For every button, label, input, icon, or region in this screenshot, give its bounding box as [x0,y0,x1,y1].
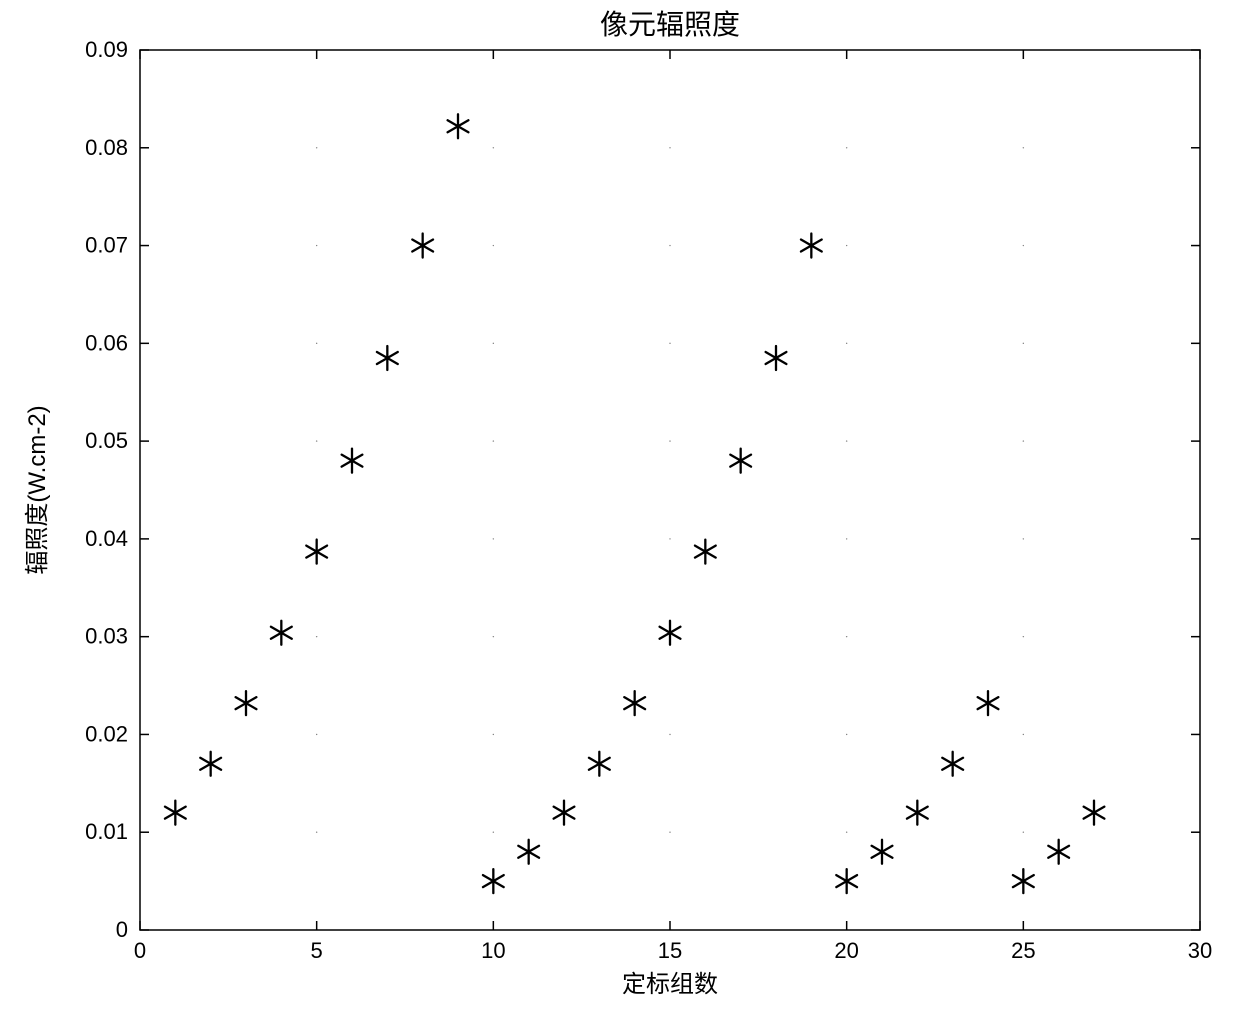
grid-dot [1023,147,1024,148]
data-point [200,752,221,776]
grid-dot [493,832,494,833]
data-point [766,346,787,370]
x-tick-label: 30 [1188,938,1212,963]
x-tick-label: 25 [1011,938,1035,963]
grid-dot [1023,343,1024,344]
x-tick-label: 10 [481,938,505,963]
grid-dot [669,245,670,246]
grid-dot [846,147,847,148]
y-tick-label: 0.02 [85,721,128,746]
grid-dot [846,245,847,246]
data-point [589,752,610,776]
grid-dot [316,734,317,735]
y-tick-label: 0.08 [85,135,128,160]
data-point [554,801,575,825]
data-point [271,621,292,645]
axes-box [140,50,1200,930]
grid-dot [846,440,847,441]
grid-dot [1023,538,1024,539]
y-tick-label: 0.06 [85,330,128,355]
data-point [907,801,928,825]
grid-dot [316,245,317,246]
data-point [872,840,893,864]
x-tick-label: 15 [658,938,682,963]
grid-dot [669,832,670,833]
data-point [483,869,504,893]
data-point [306,540,327,564]
data-point [695,540,716,564]
grid-dot [316,343,317,344]
grid-dot [493,440,494,441]
x-tick-label: 0 [134,938,146,963]
grid-dot [493,245,494,246]
data-point [448,114,469,138]
data-point [1084,801,1105,825]
data-point [624,691,645,715]
grid-dot [493,538,494,539]
data-point [730,449,751,473]
data-point [412,234,433,258]
data-point [236,691,257,715]
data-point [518,840,539,864]
chart-container: 像元辐照度 0 5 10 15 20 25 30 0 0.01 0.02 0.03 0.04 0.05 0.… [0,0,1239,1016]
grid-dot [846,636,847,637]
y-tick-label: 0.04 [85,526,128,551]
data-point [660,621,681,645]
grid-dot [846,343,847,344]
grid-dot [846,734,847,735]
grid-dot [669,440,670,441]
data-point [942,752,963,776]
grid-dot [493,734,494,735]
grid-dot [493,636,494,637]
grid-dot [316,636,317,637]
y-tick-label: 0.03 [85,624,128,649]
data-point [1013,869,1034,893]
grid-dot [493,343,494,344]
grid-dot [669,343,670,344]
data-point [165,801,186,825]
data-point [978,691,999,715]
y-tick-label: 0.07 [85,233,128,258]
grid-dot [316,147,317,148]
data-point [342,449,363,473]
data-point [801,234,822,258]
x-tick-label: 5 [311,938,323,963]
grid-dot [669,147,670,148]
grid-dot [1023,832,1024,833]
data-point [377,346,398,370]
x-axis-label: 定标组数 [622,971,718,998]
y-axis-label: 辐照度(W.cm-2) [24,405,51,574]
grid-dot [1023,440,1024,441]
grid-dot [316,832,317,833]
y-tick-label: 0.09 [85,37,128,62]
grid-dot [1023,734,1024,735]
grid-dot [1023,636,1024,637]
scatter-chart: 像元辐照度 0 5 10 15 20 25 30 0 0.01 0.02 0.03 0.04 0.05 0.… [0,0,1239,1016]
grid-dot [846,538,847,539]
grid-dot [1023,245,1024,246]
grid-dot [669,538,670,539]
y-tick-label: 0 [116,917,128,942]
y-tick-label: 0.05 [85,428,128,453]
x-tick-label: 20 [834,938,858,963]
grid-dot [316,440,317,441]
grid-dot [493,147,494,148]
grid-dot [846,832,847,833]
data-point [1048,840,1069,864]
grid-dot [669,734,670,735]
chart-title: 像元辐照度 [600,9,740,40]
data-point [836,869,857,893]
y-tick-label: 0.01 [85,819,128,844]
